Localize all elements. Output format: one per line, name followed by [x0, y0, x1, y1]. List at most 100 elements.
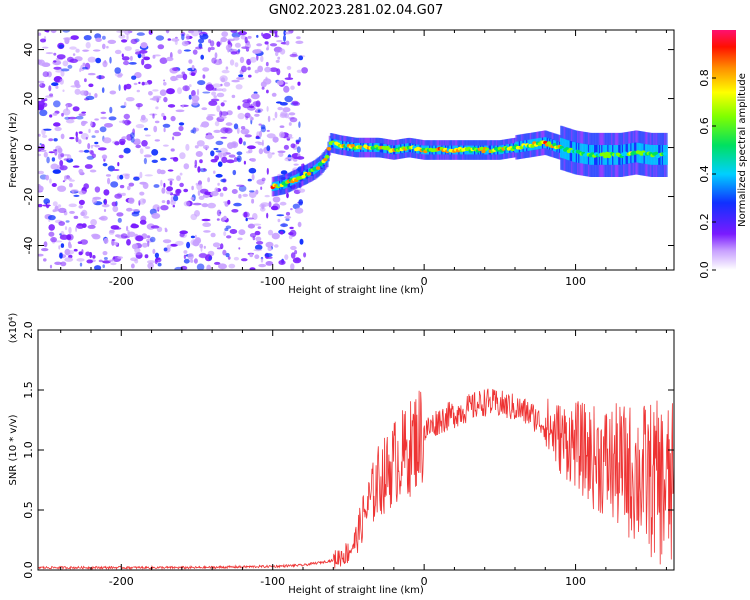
noise-blob: [185, 143, 190, 151]
track-core: [530, 144, 535, 148]
noise-blob: [45, 174, 50, 181]
noise-blob: [130, 132, 135, 139]
noise-blob: [38, 153, 42, 157]
noise-blob: [283, 30, 287, 36]
noise-blob: [63, 158, 70, 161]
noise-blob: [222, 152, 227, 157]
noise-blob: [116, 212, 124, 217]
noise-blob: [160, 157, 167, 161]
noise-blob: [112, 169, 120, 171]
noise-blob: [121, 56, 130, 61]
noise-blob: [45, 52, 54, 55]
noise-blob: [165, 190, 172, 195]
noise-blob: [217, 182, 220, 186]
noise-blob: [87, 143, 91, 150]
noise-blob: [45, 30, 50, 33]
noise-blob: [118, 84, 121, 91]
noise-blob: [102, 260, 111, 264]
noise-blob: [228, 263, 236, 269]
noise-blob: [40, 38, 46, 43]
noise-blob: [113, 241, 118, 246]
noise-blob: [86, 155, 95, 160]
noise-blob: [183, 49, 191, 52]
noise-blob: [233, 123, 239, 130]
noise-blob: [238, 247, 241, 250]
noise-blob: [166, 244, 172, 249]
noise-blob: [114, 49, 122, 55]
noise-blob: [216, 218, 220, 221]
noise-blob: [248, 167, 257, 174]
noise-blob: [58, 245, 61, 250]
noise-blob: [69, 183, 73, 188]
noise-blob: [225, 66, 229, 70]
noise-blob: [291, 100, 299, 105]
noise-blob: [43, 151, 48, 158]
noise-blob: [154, 120, 160, 124]
noise-blob: [247, 178, 252, 182]
noise-blob: [285, 136, 294, 139]
noise-blob: [141, 53, 146, 59]
noise-blob: [277, 218, 281, 223]
noise-blob: [230, 30, 238, 33]
noise-blob: [279, 231, 284, 235]
noise-blob: [253, 249, 262, 252]
noise-blob: [144, 254, 149, 259]
noise-blob: [207, 47, 211, 53]
noise-blob: [52, 112, 58, 116]
noise-blob: [108, 259, 115, 262]
noise-blob: [119, 174, 124, 180]
track-core: [283, 182, 288, 187]
noise-blob: [266, 89, 269, 94]
noise-blob: [78, 190, 87, 195]
noise-blob: [233, 202, 242, 207]
noise-blob: [126, 207, 133, 212]
noise-blob: [110, 262, 117, 266]
noise-blob: [91, 135, 96, 138]
noise-blob: [102, 137, 112, 144]
noise-blob: [274, 244, 279, 248]
noise-blob: [195, 151, 203, 157]
snr-series-line: [38, 388, 674, 570]
noise-blob: [114, 227, 122, 230]
noise-blob: [216, 105, 221, 112]
noise-blob: [102, 264, 105, 269]
noise-blob: [118, 154, 124, 159]
noise-blob: [216, 41, 221, 47]
noise-blob: [68, 243, 72, 249]
noise-blob: [272, 118, 276, 121]
noise-blob: [50, 30, 57, 34]
noise-blob: [216, 88, 224, 92]
noise-blob: [237, 237, 243, 241]
noise-blob: [254, 254, 260, 259]
noise-blob: [240, 35, 246, 40]
noise-blob: [234, 42, 241, 48]
noise-blob: [78, 150, 85, 153]
noise-blob: [163, 96, 168, 103]
noise-blob: [103, 200, 106, 204]
noise-blob: [163, 79, 166, 82]
noise-blob: [298, 136, 302, 143]
noise-blob: [123, 60, 130, 66]
noise-blob: [297, 221, 302, 228]
noise-blob: [38, 32, 42, 36]
noise-blob: [241, 46, 250, 49]
spectrogram-y-axis-label: Frequency (Hz): [8, 112, 19, 188]
noise-blob: [131, 243, 138, 250]
noise-blob: [229, 229, 238, 234]
noise-blob: [109, 229, 115, 234]
noise-blob: [164, 227, 167, 230]
noise-blob: [126, 239, 131, 246]
snr-y-multiplier: (x10⁴): [8, 313, 19, 344]
noise-blob: [87, 224, 96, 229]
noise-blob: [89, 169, 97, 173]
noise-blob: [65, 119, 75, 124]
noise-blob: [257, 226, 262, 230]
noise-blob: [73, 194, 80, 197]
noise-blob: [124, 46, 132, 51]
noise-blob: [277, 56, 281, 60]
noise-blob: [220, 243, 224, 250]
noise-blob: [213, 170, 216, 174]
noise-blob: [196, 183, 203, 191]
noise-blob: [117, 256, 123, 259]
noise-blob: [71, 190, 75, 195]
